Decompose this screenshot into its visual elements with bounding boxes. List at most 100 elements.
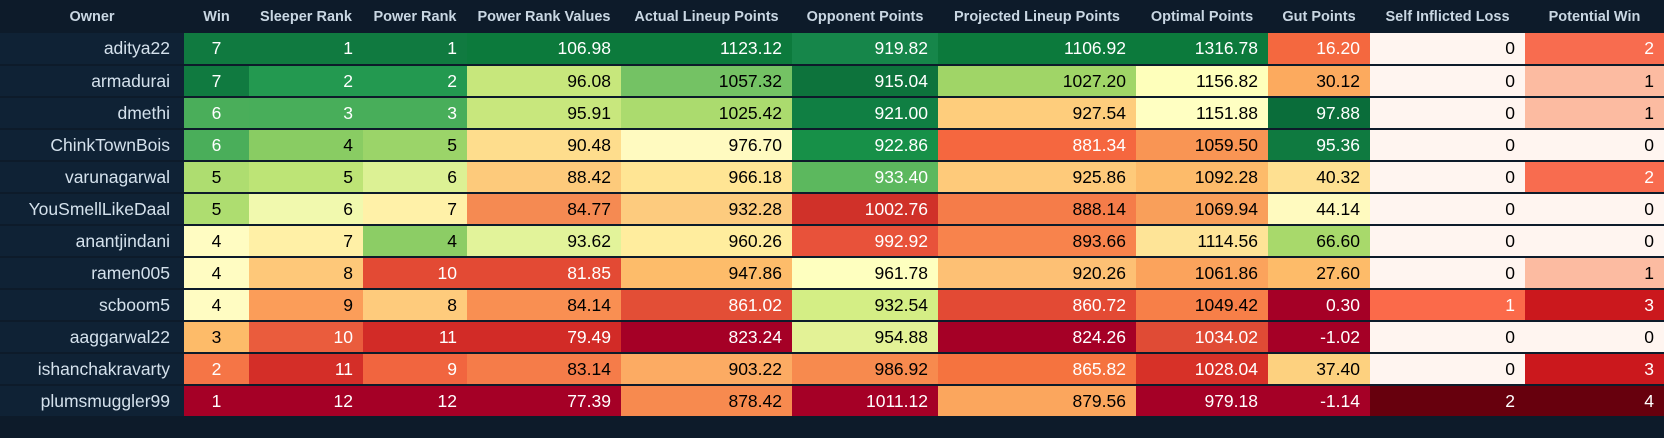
optimal-points-cell: 1092.28 xyxy=(1136,161,1268,194)
win-cell: 4 xyxy=(184,289,249,322)
power-rank-values-cell: 93.62 xyxy=(467,225,621,258)
power-rank-cell: 4 xyxy=(363,225,467,258)
column-header-win[interactable]: Win xyxy=(203,8,230,25)
sleeper-rank-cell: 5 xyxy=(249,161,363,194)
optimal-points-cell: 1028.04 xyxy=(1136,353,1268,386)
power-rank-cell: 6 xyxy=(363,161,467,194)
actual-lineup-points-cell: 966.18 xyxy=(621,161,792,194)
power-rank-values-cell: 77.39 xyxy=(467,385,621,418)
projected-lineup-points-cell: 1106.92 xyxy=(938,33,1136,66)
win-cell: 7 xyxy=(184,33,249,66)
potential-win-cell: 0 xyxy=(1525,193,1664,226)
column-header-potential-win[interactable]: Potential Win xyxy=(1548,8,1641,25)
projected-lineup-points-cell: 881.34 xyxy=(938,129,1136,162)
sleeper-rank-cell: 11 xyxy=(249,353,363,386)
projected-lineup-points-cell: 865.82 xyxy=(938,353,1136,386)
column-header-opponent-points[interactable]: Opponent Points xyxy=(806,8,924,25)
actual-lineup-points-cell: 861.02 xyxy=(621,289,792,322)
column-header-power-rank[interactable]: Power Rank xyxy=(373,8,457,25)
owner-cell: varunagarwal xyxy=(0,161,184,194)
gut-points-cell: 40.32 xyxy=(1268,161,1370,194)
power-rank-cell: 10 xyxy=(363,257,467,290)
opponent-points-cell: 992.92 xyxy=(792,225,938,258)
power-rank-values-cell: 83.14 xyxy=(467,353,621,386)
power-rank-values-cell: 96.08 xyxy=(467,65,621,98)
power-rank-cell: 7 xyxy=(363,193,467,226)
win-cell: 3 xyxy=(184,321,249,354)
potential-win-cell: 2 xyxy=(1525,33,1664,66)
power-rank-cell: 3 xyxy=(363,97,467,130)
self-inflicted-loss-cell: 0 xyxy=(1370,257,1525,290)
actual-lineup-points-cell: 960.26 xyxy=(621,225,792,258)
potential-win-cell: 0 xyxy=(1525,225,1664,258)
projected-lineup-points-cell: 860.72 xyxy=(938,289,1136,322)
optimal-points-cell: 1151.88 xyxy=(1136,97,1268,130)
self-inflicted-loss-cell: 0 xyxy=(1370,321,1525,354)
optimal-points-cell: 1034.02 xyxy=(1136,321,1268,354)
power-rank-values-cell: 81.85 xyxy=(467,257,621,290)
win-cell: 6 xyxy=(184,97,249,130)
optimal-points-cell: 1316.78 xyxy=(1136,33,1268,66)
opponent-points-cell: 933.40 xyxy=(792,161,938,194)
optimal-points-cell: 1049.42 xyxy=(1136,289,1268,322)
owner-cell: aaggarwal22 xyxy=(0,321,184,354)
owner-cell: anantjindani xyxy=(0,225,184,258)
table-row: aaggarwal22 3 10 11 79.49 823.24 954.88 824.26 1… xyxy=(0,321,1664,354)
self-inflicted-loss-cell: 0 xyxy=(1370,193,1525,226)
power-rank-values-cell: 106.98 xyxy=(467,33,621,66)
opponent-points-cell: 954.88 xyxy=(792,321,938,354)
column-header-optimal-points[interactable]: Optimal Points xyxy=(1150,8,1254,25)
potential-win-cell: 3 xyxy=(1525,289,1664,322)
gut-points-cell: 37.40 xyxy=(1268,353,1370,386)
opponent-points-cell: 932.54 xyxy=(792,289,938,322)
column-header-projected-lineup-points[interactable]: Projected Lineup Points xyxy=(954,8,1120,25)
win-cell: 7 xyxy=(184,65,249,98)
table-row: dmethi 6 3 3 95.91 1025.42 921.00 927.54 1151.88… xyxy=(0,97,1664,130)
opponent-points-cell: 1002.76 xyxy=(792,193,938,226)
win-cell: 1 xyxy=(184,385,249,418)
gut-points-cell: 0.30 xyxy=(1268,289,1370,322)
power-rank-values-cell: 84.77 xyxy=(467,193,621,226)
optimal-points-cell: 1061.86 xyxy=(1136,257,1268,290)
gut-points-cell: 66.60 xyxy=(1268,225,1370,258)
optimal-points-cell: 1114.56 xyxy=(1136,225,1268,258)
opponent-points-cell: 919.82 xyxy=(792,33,938,66)
column-header-sleeper-rank[interactable]: Sleeper Rank xyxy=(260,8,352,25)
column-header-gut-points[interactable]: Gut Points xyxy=(1282,8,1356,25)
table-row: varunagarwal 5 5 6 88.42 966.18 933.40 925.86 10… xyxy=(0,161,1664,194)
opponent-points-cell: 1011.12 xyxy=(792,385,938,418)
table-row: aditya22 7 1 1 106.98 1123.12 919.82 1106.92 131… xyxy=(0,33,1664,66)
potential-win-cell: 1 xyxy=(1525,97,1664,130)
sleeper-rank-cell: 8 xyxy=(249,257,363,290)
win-cell: 6 xyxy=(184,129,249,162)
projected-lineup-points-cell: 888.14 xyxy=(938,193,1136,226)
table-body: aditya22 7 1 1 106.98 1123.12 919.82 1106.92 131… xyxy=(0,33,1664,418)
column-header-self-inflicted-loss[interactable]: Self Inflicted Loss xyxy=(1385,8,1510,25)
power-rankings-table: Owner Win Sleeper Rank Power Rank Power … xyxy=(0,8,1664,418)
table-row: armadurai 7 2 2 96.08 1057.32 915.04 1027.20 115… xyxy=(0,65,1664,98)
sleeper-rank-cell: 7 xyxy=(249,225,363,258)
column-header-owner[interactable]: Owner xyxy=(69,8,115,25)
opponent-points-cell: 915.04 xyxy=(792,65,938,98)
self-inflicted-loss-cell: 1 xyxy=(1370,289,1525,322)
self-inflicted-loss-cell: 0 xyxy=(1370,353,1525,386)
owner-cell: YouSmellLikeDaal xyxy=(0,193,184,226)
owner-cell: ramen005 xyxy=(0,257,184,290)
power-rank-values-cell: 95.91 xyxy=(467,97,621,130)
actual-lineup-points-cell: 823.24 xyxy=(621,321,792,354)
opponent-points-cell: 921.00 xyxy=(792,97,938,130)
column-header-actual-lineup-points[interactable]: Actual Lineup Points xyxy=(634,8,779,25)
power-rank-cell: 9 xyxy=(363,353,467,386)
sleeper-rank-cell: 10 xyxy=(249,321,363,354)
gut-points-cell: 95.36 xyxy=(1268,129,1370,162)
actual-lineup-points-cell: 1123.12 xyxy=(621,33,792,66)
optimal-points-cell: 1156.82 xyxy=(1136,65,1268,98)
actual-lineup-points-cell: 878.42 xyxy=(621,385,792,418)
column-header-power-rank-values[interactable]: Power Rank Values xyxy=(477,8,611,25)
sleeper-rank-cell: 1 xyxy=(249,33,363,66)
power-rank-cell: 11 xyxy=(363,321,467,354)
win-cell: 4 xyxy=(184,225,249,258)
win-cell: 5 xyxy=(184,161,249,194)
table-row: scboom5 4 9 8 84.14 861.02 932.54 860.72 1049.42… xyxy=(0,289,1664,322)
actual-lineup-points-cell: 947.86 xyxy=(621,257,792,290)
